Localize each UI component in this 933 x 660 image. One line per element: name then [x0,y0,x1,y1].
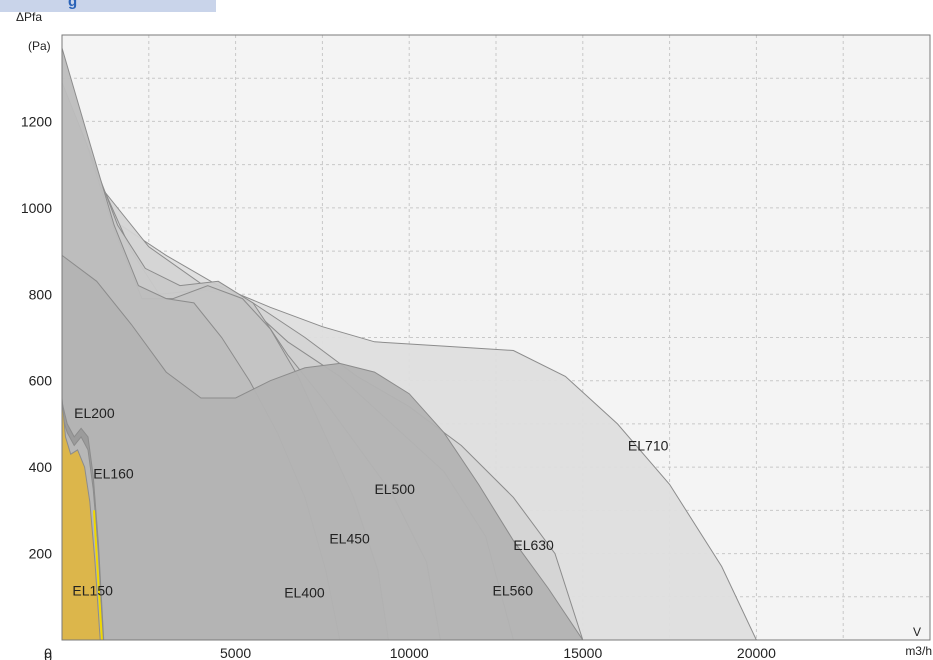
curve-label: EL400 [284,584,325,600]
y-tick-label: 600 [29,373,53,389]
x-tick-label: 15000 [563,645,602,660]
el150-edge-line [92,510,103,641]
x-axis-unit: m3/h [905,644,932,658]
y-tick-labels: 0 200 400 600 800 1000 1200 [21,113,52,660]
y-tick-label: 1200 [21,113,52,129]
curve-label: EL630 [513,537,554,553]
curve-label: EL450 [329,530,370,546]
x-tick-labels: 0 5000 10000 15000 20000 [44,645,776,660]
x-tick-label: 0 [44,645,52,660]
y-tick-label: 800 [29,286,53,302]
x-tick-label: 5000 [220,645,251,660]
x-tick-label: 20000 [737,645,776,660]
curve-label: EL160 [93,466,134,482]
header-title: g [68,0,78,10]
header-band: g [0,0,216,12]
curve-areas [61,47,758,641]
plot-frame [61,34,931,641]
curve-label: EL200 [74,405,115,421]
curve-labels: EL200 EL160 EL150 EL400 EL450 EL500 EL560 EL630… [72,405,668,600]
y-tick-label: 1000 [21,200,52,216]
y-tick-label: 0 [44,649,52,660]
x-tick-label: 10000 [390,645,429,660]
y-axis-label: ΔPfa [16,10,42,24]
y-tick-label: 200 [29,546,53,562]
curve-el300 [61,254,584,641]
x-axis-label: V [913,625,921,639]
curve-label: EL150 [72,582,113,598]
curve-el150 [61,397,101,641]
y-axis-unit: (Pa) [28,39,51,53]
curve-label: EL710 [628,438,669,454]
curve-label: EL500 [374,481,415,497]
y-tick-label: 400 [29,459,53,475]
curve-label: EL560 [493,582,534,598]
